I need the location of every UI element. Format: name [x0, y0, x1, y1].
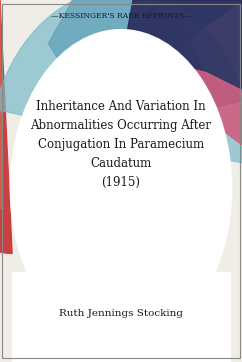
Polygon shape — [48, 0, 206, 127]
Text: —KESSINGER'S RARE REPRINTS—: —KESSINGER'S RARE REPRINTS— — [51, 12, 191, 20]
Text: Ruth Jennings Stocking: Ruth Jennings Stocking — [59, 309, 183, 317]
Polygon shape — [0, 0, 12, 253]
Polygon shape — [0, 0, 242, 163]
Ellipse shape — [10, 29, 232, 348]
Polygon shape — [12, 272, 230, 362]
Polygon shape — [169, 65, 242, 145]
Polygon shape — [133, 0, 242, 80]
Text: Inheritance And Variation In
Abnormalities Occurring After
Conjugation In Parame: Inheritance And Variation In Abnormaliti… — [30, 100, 212, 189]
Polygon shape — [0, 0, 3, 210]
Polygon shape — [121, 0, 242, 116]
